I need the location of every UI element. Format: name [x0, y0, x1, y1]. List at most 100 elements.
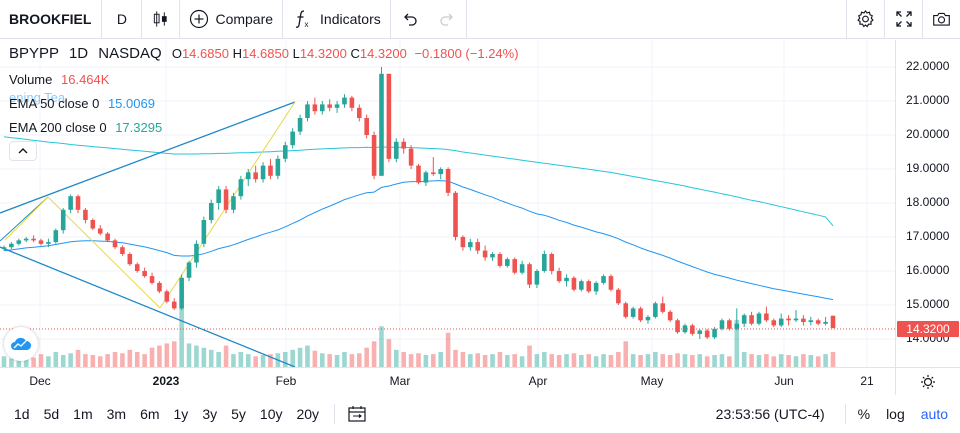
- volume-bar: [157, 345, 162, 367]
- candle-body: [593, 282, 599, 292]
- undo-button[interactable]: [391, 0, 429, 38]
- snapshot-button[interactable]: [922, 0, 960, 38]
- time-axis[interactable]: Dec 2023 Feb Mar Apr May Jun 21: [0, 367, 895, 395]
- indicator-volume[interactable]: Volume 16.464K: [9, 72, 109, 87]
- volume-bar: [231, 354, 236, 367]
- volume-bar: [608, 355, 614, 367]
- candle-body: [741, 315, 747, 324]
- settings-button[interactable]: [846, 0, 884, 38]
- candlesticks: [1, 67, 836, 339]
- tradingview-logo[interactable]: [4, 327, 38, 361]
- candle-body: [564, 277, 569, 282]
- candle-body: [312, 104, 318, 112]
- indicator-ema-50[interactable]: EMA 50 close 0 15.0069: [9, 96, 155, 111]
- volume-bar: [519, 356, 525, 367]
- compare-button[interactable]: Compare: [180, 0, 284, 38]
- chart-settings-corner-button[interactable]: [895, 367, 960, 395]
- price-axis[interactable]: 22.0000 21.0000 20.0000 19.0000 18.0000 …: [895, 40, 960, 367]
- candle-body: [786, 318, 791, 321]
- ema-200-line: [3, 136, 834, 227]
- candle-body: [134, 264, 140, 271]
- candle-body: [445, 169, 451, 193]
- volume-bar: [97, 356, 103, 367]
- candle-body: [268, 165, 273, 176]
- percent-scale-toggle[interactable]: %: [857, 406, 871, 422]
- candle-body: [719, 320, 725, 329]
- volume-bar: [371, 341, 377, 367]
- candle-body: [453, 192, 458, 237]
- volume-bar: [305, 345, 310, 367]
- range-button-1y[interactable]: 1y: [173, 406, 189, 422]
- redo-button[interactable]: [429, 0, 467, 38]
- volume-bar: [349, 354, 355, 367]
- range-button-1m[interactable]: 1m: [73, 406, 93, 422]
- candle-body: [157, 282, 162, 292]
- candle-body: [297, 118, 303, 132]
- candle-body: [349, 97, 355, 108]
- current-price-tag: 14.3200: [897, 321, 959, 337]
- candle-body: [231, 196, 236, 210]
- price-chart[interactable]: [0, 40, 895, 367]
- indicator-ema-200[interactable]: EMA 200 close 0 17.3295: [9, 120, 162, 135]
- candle-body: [31, 238, 36, 241]
- range-button-20y[interactable]: 20y: [296, 406, 320, 422]
- candle-body: [356, 107, 362, 118]
- trend-line-1[interactable]: [4, 196, 49, 241]
- volume-bar: [23, 359, 29, 367]
- volume-bar: [416, 353, 421, 367]
- volume-bar: [808, 355, 814, 367]
- range-button-3y[interactable]: 3y: [202, 406, 218, 422]
- volume-bar: [46, 356, 51, 367]
- volume-bar: [105, 354, 110, 367]
- range-button-6m[interactable]: 6m: [140, 406, 160, 422]
- candle-body: [342, 97, 347, 105]
- chart-pane[interactable]: [0, 40, 895, 367]
- volume-bar: [682, 354, 688, 367]
- candle-body: [208, 203, 214, 220]
- range-button-1d[interactable]: 1d: [14, 406, 30, 422]
- candle-body: [364, 118, 369, 135]
- time-tick: Mar: [389, 374, 411, 388]
- function-icon: x: [295, 10, 309, 29]
- trend-line-2[interactable]: [47, 196, 161, 309]
- chart-type-button[interactable]: [142, 0, 181, 38]
- volume-bar: [697, 354, 703, 367]
- candle-body: [756, 313, 762, 324]
- candle-body: [38, 240, 44, 244]
- candle-body: [46, 242, 51, 244]
- candle-body: [60, 209, 66, 231]
- volume-bar: [216, 352, 221, 367]
- top-toolbar: BROOKFIEL D Compare x Indicators: [0, 0, 960, 39]
- price-tick: 17.0000: [906, 229, 950, 243]
- volume-bar: [675, 353, 680, 367]
- volume-bar: [749, 354, 754, 367]
- interval-button[interactable]: D: [102, 0, 143, 38]
- volume-bar: [756, 355, 762, 367]
- range-button-10y[interactable]: 10y: [259, 406, 283, 422]
- candle-body: [386, 73, 392, 159]
- volume-bar: [164, 343, 170, 367]
- channel-upper-line[interactable]: [0, 101, 296, 214]
- candle-body: [127, 254, 133, 265]
- go-to-date-button[interactable]: [343, 405, 371, 423]
- candle-body: [75, 196, 81, 210]
- candle-body: [1, 247, 7, 249]
- volume-bar: [401, 352, 406, 367]
- indicators-button[interactable]: x Indicators: [283, 0, 391, 38]
- volume-bar: [778, 354, 784, 367]
- fullscreen-button[interactable]: [884, 0, 922, 38]
- chevron-up-icon: [18, 148, 28, 154]
- auto-scale-toggle[interactable]: auto: [920, 406, 948, 422]
- clock-timezone-button[interactable]: 23:53:56 (UTC-4): [715, 406, 825, 422]
- range-button-3m[interactable]: 3m: [106, 406, 127, 422]
- high-value: 14.6850: [241, 46, 289, 61]
- volume-bar: [194, 345, 199, 367]
- drawings[interactable]: [0, 101, 296, 367]
- channel-lower-line[interactable]: [0, 246, 296, 367]
- log-scale-toggle[interactable]: log: [886, 406, 905, 422]
- collapse-legend-button[interactable]: [9, 141, 37, 161]
- range-button-5y[interactable]: 5y: [231, 406, 246, 422]
- range-button-5d[interactable]: 5d: [43, 406, 60, 422]
- symbol-search-button[interactable]: BROOKFIEL: [0, 0, 103, 38]
- candle-body: [120, 247, 125, 254]
